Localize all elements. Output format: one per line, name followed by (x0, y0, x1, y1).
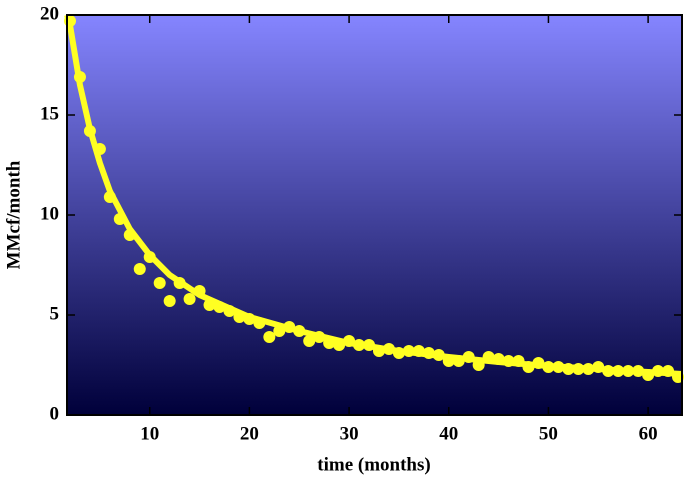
y-tick-label: 20 (40, 3, 59, 24)
x-tick-label: 60 (639, 423, 658, 444)
x-tick-label: 50 (539, 423, 558, 444)
x-tick-label: 10 (140, 423, 159, 444)
y-axis-label: MMcf/month (3, 160, 24, 269)
plot-frame (66, 14, 683, 416)
fit-curve (64, 14, 683, 377)
data-point (303, 335, 316, 347)
y-tick-label: 15 (40, 103, 59, 124)
data-point (133, 263, 146, 275)
x-axis-label: time (months) (317, 454, 430, 475)
x-tick-label: 20 (240, 423, 259, 444)
x-tick-label: 40 (439, 423, 458, 444)
y-tick-label: 5 (50, 303, 60, 324)
y-tick-label: 10 (40, 203, 59, 224)
x-tick-label: 30 (340, 423, 359, 444)
data-point (263, 331, 276, 343)
data-point (183, 293, 196, 305)
data-point (163, 295, 176, 307)
data-point (153, 277, 166, 289)
y-tick-label: 0 (50, 403, 60, 424)
plot-background (67, 15, 682, 415)
